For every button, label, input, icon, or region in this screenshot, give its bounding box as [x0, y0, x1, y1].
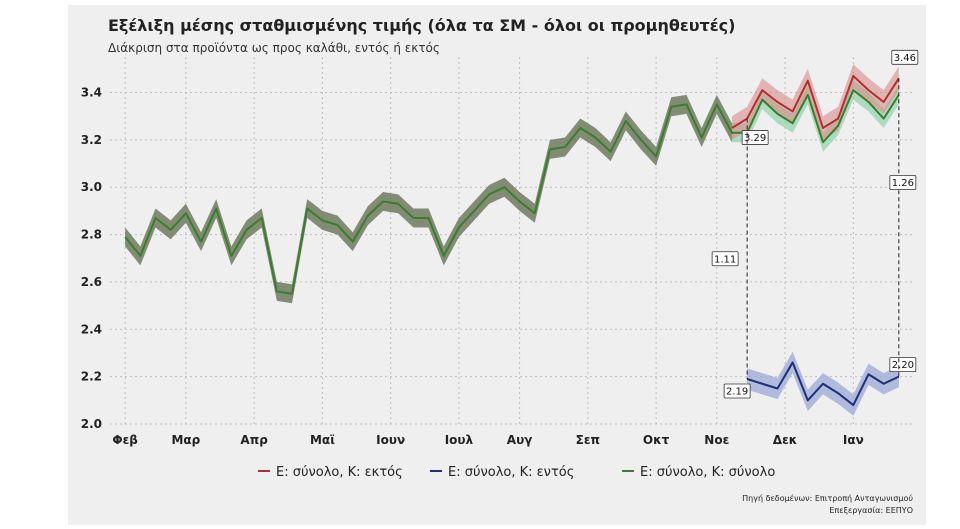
gap-label-box — [711, 251, 739, 267]
value-label: 3.46 — [894, 53, 916, 64]
legend: Ε: σύνολο, Κ: εκτός Ε: σύνολο, Κ: εντός Ε:… — [258, 465, 775, 480]
value-label-box — [741, 130, 769, 145]
value-label: 3.29 — [744, 133, 766, 144]
gap-label: 1.11 — [714, 254, 736, 265]
series-line-outside-basket — [731, 74, 900, 130]
chart-panel: Εξέλιξη μέσης σταθμισμένης τιμής (όλα τα… — [68, 5, 926, 525]
value-label: 2.20 — [892, 360, 914, 371]
y-tick-label: 3.4 — [81, 86, 102, 100]
value-label-box — [889, 357, 917, 373]
gap-label: 1.26 — [892, 178, 914, 189]
processing-credit: Επεξεργασία: ΕΕΠΥΟ — [829, 506, 913, 515]
x-tick-label: Φεβ — [112, 433, 138, 447]
value-label: 2.19 — [726, 387, 748, 398]
axis-labels: 2.0 2.2 2.4 2.6 2.8 3.0 3.2 3.4 Φεβ Μαρ Απρ Μαϊ Ιουν… — [81, 86, 864, 447]
y-tick-label: 2.4 — [81, 322, 102, 336]
x-tick-label: Μαρ — [171, 433, 200, 447]
price-trend-chart: Εξέλιξη μέσης σταθμισμένης τιμής (όλα τα… — [81, 16, 919, 515]
x-tick-label: Σεπ — [576, 433, 600, 447]
source-credit: Πηγή δεδομένων: Επιτροπή Ανταγωνισμού — [742, 493, 913, 503]
y-tick-label: 3.2 — [81, 133, 102, 147]
y-tick-label: 3.0 — [81, 180, 102, 194]
x-tick-label: Ιουλ — [445, 433, 474, 447]
gap-label-box — [889, 175, 917, 190]
chart-title: Εξέλιξη μέσης σταθμισμένης τιμής (όλα τα… — [108, 16, 735, 35]
confidence-band — [125, 94, 732, 304]
x-tick-label: Απρ — [240, 433, 268, 447]
x-tick-label: Ιουν — [376, 433, 405, 447]
x-tick-label: Μαϊ — [310, 433, 335, 447]
series-line-total — [124, 89, 900, 295]
y-tick-label: 2.6 — [81, 275, 102, 289]
legend-label: Ε: σύνολο, Κ: σύνολο — [640, 465, 775, 480]
value-label-box — [891, 49, 919, 65]
legend-label: Ε: σύνολο, Κ: εντός — [448, 465, 574, 480]
x-tick-label: Αυγ — [507, 433, 533, 447]
annotations: 3.29 3.46 2.19 2.20 1.11 1.26 — [711, 49, 919, 399]
x-tick-label: Δεκ — [773, 433, 798, 447]
x-tick-label: Οκτ — [643, 433, 670, 447]
chart-subtitle: Διάκριση στα προϊόντα ως προς καλάθι, εν… — [108, 41, 440, 55]
series-lines — [124, 74, 900, 407]
y-tick-label: 2.0 — [81, 417, 102, 431]
value-label-box — [723, 383, 751, 399]
x-tick-label: Νοε — [704, 433, 729, 447]
y-tick-label: 2.2 — [81, 370, 102, 384]
y-tick-label: 2.8 — [81, 228, 102, 242]
x-tick-label: Ιαν — [843, 433, 864, 447]
series-line-inside-basket — [746, 361, 900, 407]
legend-label: Ε: σύνολο, Κ: εκτός — [276, 465, 403, 480]
